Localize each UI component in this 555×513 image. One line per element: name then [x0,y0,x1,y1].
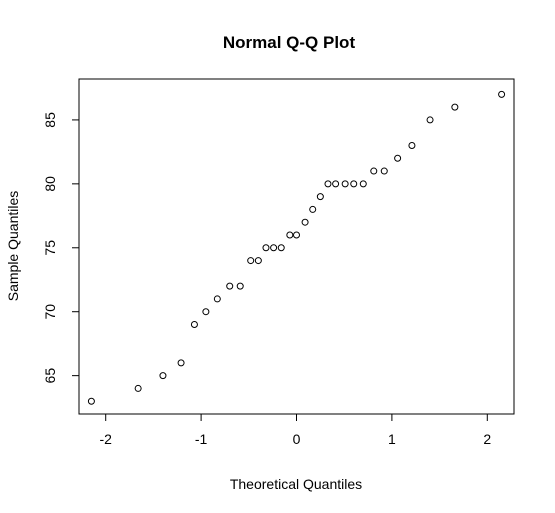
data-point [426,116,434,124]
x-axis-label: Theoretical Quantiles [230,476,362,492]
data-point [254,257,262,265]
data-point [247,257,255,265]
data-point [213,295,221,303]
x-tick-label: 0 [293,431,301,447]
x-axis: -2 -1 0 1 2 [99,414,491,447]
data-point [236,282,244,290]
chart-title: Normal Q-Q Plot [223,33,356,52]
data-point [301,218,309,226]
y-tick-label: 75 [42,240,58,256]
y-tick-label: 70 [42,304,58,320]
data-point [498,90,506,98]
y-tick-label: 85 [42,112,58,128]
data-point [380,167,388,175]
x-tick-label: 2 [483,431,491,447]
data-point [394,154,402,162]
x-tick-label: -1 [195,431,208,447]
data-point [277,244,285,252]
y-tick-label: 80 [42,176,58,192]
data-point [134,384,142,392]
y-axis-label: Sample Quantiles [5,191,21,302]
data-point [316,193,324,201]
data-point [451,103,459,111]
data-point [202,308,210,316]
y-tick-label: 65 [42,368,58,384]
data-point [286,231,294,239]
data-point [341,180,349,188]
data-point [190,320,198,328]
data-point [293,231,300,239]
data-points [87,90,506,405]
plot-frame [78,78,515,415]
data-point [262,244,270,252]
x-tick-label: -2 [99,431,112,447]
data-point [87,397,95,405]
data-point [324,180,332,188]
data-point [309,205,317,213]
data-point [408,141,416,149]
y-axis: 65 70 75 80 85 [42,112,79,384]
data-point [270,244,278,252]
x-tick-label: 1 [388,431,396,447]
data-point [370,167,378,175]
data-point [177,359,185,367]
data-point [159,372,167,380]
data-point [226,282,234,290]
data-point [359,180,367,188]
data-point [332,180,340,188]
data-point [350,180,358,188]
